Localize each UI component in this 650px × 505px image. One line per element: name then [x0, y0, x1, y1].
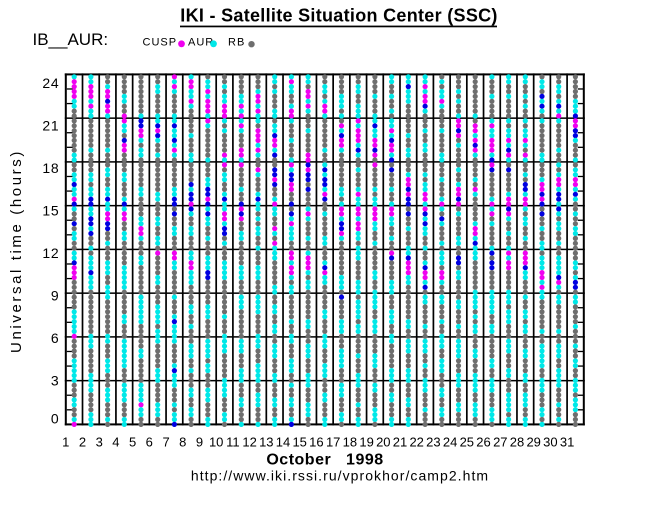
svg-text:29: 29	[526, 435, 540, 450]
svg-text:11: 11	[226, 435, 240, 450]
svg-text:25: 25	[460, 435, 474, 450]
svg-text:27: 27	[493, 435, 507, 450]
svg-text:17: 17	[326, 435, 340, 450]
svg-text:24: 24	[443, 435, 457, 450]
svg-text:IB__AUR:: IB__AUR:	[33, 30, 109, 49]
svg-text:30: 30	[543, 435, 557, 450]
svg-text:28: 28	[510, 435, 524, 450]
svg-text:October 1998: October 1998	[266, 452, 383, 469]
svg-text:12: 12	[242, 435, 256, 450]
svg-text:7: 7	[162, 435, 169, 450]
svg-text:10: 10	[209, 435, 223, 450]
svg-text:3: 3	[51, 373, 60, 389]
svg-text:20: 20	[376, 435, 390, 450]
svg-text:19: 19	[359, 435, 373, 450]
svg-text:6: 6	[146, 435, 153, 450]
svg-text:23: 23	[426, 435, 440, 450]
svg-text:21: 21	[393, 435, 407, 450]
svg-text:13: 13	[259, 435, 273, 450]
svg-text:26: 26	[476, 435, 490, 450]
svg-text:5: 5	[129, 435, 136, 450]
svg-text:24: 24	[42, 75, 59, 91]
svg-text:IKI - Satellite Situation Cent: IKI - Satellite Situation Center (SSC)	[180, 6, 497, 26]
svg-text:8: 8	[179, 435, 186, 450]
svg-text:16: 16	[309, 435, 323, 450]
svg-text:6: 6	[51, 330, 60, 346]
svg-text:0: 0	[51, 411, 60, 427]
svg-text:Universal time (hours): Universal time (hours)	[8, 149, 25, 353]
svg-text:14: 14	[276, 435, 290, 450]
svg-text:3: 3	[96, 435, 103, 450]
svg-text:1: 1	[62, 435, 69, 450]
svg-text:21: 21	[42, 118, 59, 134]
svg-text:4: 4	[112, 435, 119, 450]
svg-text:RB: RB	[228, 36, 245, 48]
svg-text:2: 2	[79, 435, 86, 450]
svg-text:22: 22	[409, 435, 423, 450]
svg-text:CUSP: CUSP	[143, 36, 178, 48]
svg-text:15: 15	[292, 435, 306, 450]
svg-text:31: 31	[560, 435, 574, 450]
svg-text:9: 9	[196, 435, 203, 450]
svg-text:AUR: AUR	[188, 36, 214, 48]
svg-text:12: 12	[42, 245, 59, 261]
svg-text:18: 18	[42, 160, 59, 176]
svg-text:18: 18	[343, 435, 357, 450]
svg-text:15: 15	[42, 203, 59, 219]
svg-text:http://www.iki.rssi.ru/vprokho: http://www.iki.rssi.ru/vprokhor/camp2.ht…	[191, 468, 489, 484]
svg-text:9: 9	[51, 288, 60, 304]
